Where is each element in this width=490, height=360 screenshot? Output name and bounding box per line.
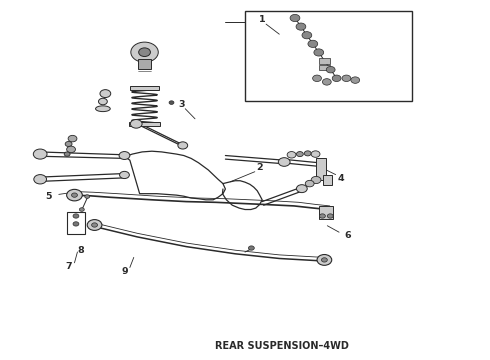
Circle shape xyxy=(87,220,102,230)
Circle shape xyxy=(178,142,188,149)
Circle shape xyxy=(296,23,306,30)
Bar xyxy=(67,212,85,234)
Circle shape xyxy=(319,214,325,218)
Circle shape xyxy=(73,222,79,226)
Circle shape xyxy=(296,185,307,193)
Text: 8: 8 xyxy=(77,246,84,255)
Bar xyxy=(319,58,330,64)
Circle shape xyxy=(169,101,174,104)
Text: 4: 4 xyxy=(337,174,344,183)
Circle shape xyxy=(73,214,79,218)
Circle shape xyxy=(100,90,111,98)
Circle shape xyxy=(85,195,90,198)
Circle shape xyxy=(304,151,311,156)
Circle shape xyxy=(342,75,351,82)
Text: 1: 1 xyxy=(259,15,266,24)
Circle shape xyxy=(92,223,98,227)
Circle shape xyxy=(120,171,129,179)
Circle shape xyxy=(296,152,303,157)
Circle shape xyxy=(34,175,47,184)
Circle shape xyxy=(321,258,327,262)
Text: 9: 9 xyxy=(122,267,128,276)
Bar xyxy=(319,65,330,71)
Circle shape xyxy=(311,151,320,157)
Circle shape xyxy=(79,208,84,211)
Circle shape xyxy=(278,158,290,166)
Circle shape xyxy=(131,42,158,62)
Circle shape xyxy=(322,79,331,85)
Circle shape xyxy=(67,189,82,201)
Circle shape xyxy=(65,141,72,147)
Circle shape xyxy=(313,75,321,82)
Circle shape xyxy=(68,135,77,142)
Circle shape xyxy=(302,32,312,39)
Circle shape xyxy=(311,176,321,184)
Circle shape xyxy=(72,193,77,197)
Circle shape xyxy=(98,98,107,105)
Circle shape xyxy=(305,180,314,187)
Circle shape xyxy=(314,49,324,56)
Circle shape xyxy=(33,149,47,159)
Circle shape xyxy=(119,152,130,159)
Circle shape xyxy=(64,152,70,156)
Circle shape xyxy=(287,152,296,158)
Circle shape xyxy=(332,75,341,82)
Circle shape xyxy=(351,77,360,84)
Text: 3: 3 xyxy=(178,100,185,109)
Text: 5: 5 xyxy=(46,192,52,201)
Text: 7: 7 xyxy=(65,262,72,271)
Circle shape xyxy=(317,255,332,265)
Bar xyxy=(316,158,326,180)
Circle shape xyxy=(326,67,335,73)
Bar xyxy=(318,206,333,219)
Circle shape xyxy=(308,40,318,48)
Bar xyxy=(130,86,159,90)
Circle shape xyxy=(327,214,333,218)
Circle shape xyxy=(248,246,254,250)
Text: 6: 6 xyxy=(344,231,351,240)
Bar xyxy=(323,175,332,185)
Text: REAR SUSPENSION–4WD: REAR SUSPENSION–4WD xyxy=(215,341,349,351)
Bar xyxy=(245,11,412,101)
Text: 2: 2 xyxy=(256,163,263,172)
Ellipse shape xyxy=(96,106,110,112)
Circle shape xyxy=(139,48,150,57)
Circle shape xyxy=(290,14,300,22)
Bar xyxy=(138,59,151,69)
Circle shape xyxy=(67,146,75,153)
Bar xyxy=(128,122,160,126)
Circle shape xyxy=(130,120,142,128)
